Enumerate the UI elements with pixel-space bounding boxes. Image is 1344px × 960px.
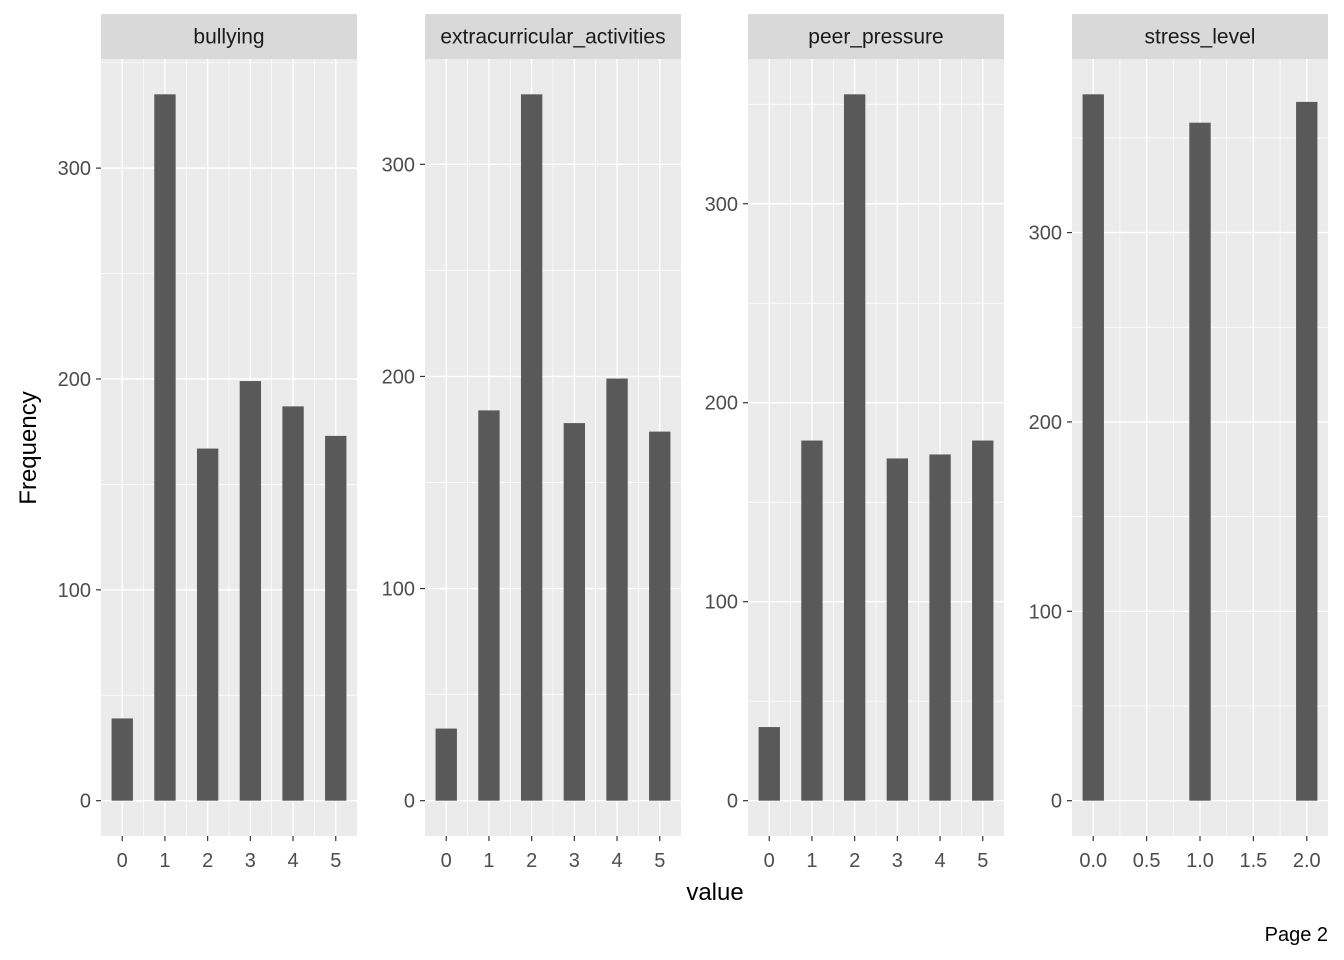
y-tick-label: 100 bbox=[1029, 601, 1062, 623]
bar-bullying-0 bbox=[111, 718, 133, 801]
x-tick-label: 1 bbox=[159, 850, 170, 872]
x-tick-label: 2 bbox=[849, 850, 860, 872]
bar-extracurricular-activities-4 bbox=[606, 378, 628, 801]
facet-strip bbox=[425, 14, 681, 59]
bar-bullying-1 bbox=[154, 94, 176, 801]
x-tick-label: 1.0 bbox=[1186, 850, 1214, 872]
bar-extracurricular-activities-1 bbox=[478, 410, 500, 801]
x-tick-label: 5 bbox=[977, 850, 988, 872]
x-tick-label: 1 bbox=[483, 850, 494, 872]
x-axis-title: value bbox=[686, 879, 743, 906]
y-tick-label: 0 bbox=[727, 791, 738, 813]
facet-strip bbox=[1072, 14, 1328, 59]
facet-title: peer_pressure bbox=[808, 26, 943, 49]
bar-extracurricular-activities-5 bbox=[649, 431, 671, 801]
x-tick-label: 1 bbox=[806, 850, 817, 872]
y-tick-label: 200 bbox=[705, 393, 738, 415]
facet-title: stress_level bbox=[1145, 26, 1256, 49]
facet-title: extracurricular_activities bbox=[440, 26, 665, 49]
bar-peer-pressure-2 bbox=[843, 94, 866, 801]
facet-title: bullying bbox=[193, 26, 264, 49]
y-tick-label: 200 bbox=[58, 369, 91, 391]
bar-bullying-3 bbox=[239, 381, 262, 801]
bar-stress-level-0 bbox=[1082, 94, 1104, 801]
x-tick-label: 2 bbox=[202, 850, 213, 872]
x-tick-label: 4 bbox=[287, 850, 298, 872]
x-tick-label: 3 bbox=[569, 850, 580, 872]
y-tick-label: 200 bbox=[382, 366, 415, 388]
x-tick-label: 0.0 bbox=[1079, 850, 1107, 872]
x-tick-label: 1.5 bbox=[1239, 850, 1267, 872]
bar-peer-pressure-1 bbox=[801, 440, 823, 801]
bar-stress-level-2 bbox=[1296, 101, 1318, 801]
bar-extracurricular-activities-2 bbox=[520, 94, 543, 801]
y-tick-label: 300 bbox=[1029, 223, 1062, 245]
y-tick-label: 300 bbox=[705, 194, 738, 216]
y-axis-title: Frequency bbox=[15, 391, 42, 504]
bar-extracurricular-activities-3 bbox=[563, 423, 586, 801]
bar-extracurricular-activities-0 bbox=[435, 728, 457, 801]
facet-stress-level: stress_level 0.0 0.5 1.0 1.5 2.0 0 100 200 300 bbox=[1029, 14, 1328, 872]
x-tick-label: 4 bbox=[611, 850, 622, 872]
x-tick-label: 5 bbox=[330, 850, 341, 872]
bar-bullying-2 bbox=[196, 448, 219, 801]
facet-strip bbox=[101, 14, 357, 59]
x-tick-label: 0 bbox=[764, 850, 775, 872]
y-tick-label: 0 bbox=[404, 791, 415, 813]
y-tick-label: 0 bbox=[1051, 791, 1062, 813]
bar-peer-pressure-0 bbox=[758, 727, 780, 801]
bar-bullying-4 bbox=[282, 406, 304, 801]
bar-peer-pressure-3 bbox=[886, 458, 909, 801]
y-tick-label: 100 bbox=[382, 579, 415, 601]
y-tick-label: 100 bbox=[705, 592, 738, 614]
bar-stress-level-1 bbox=[1189, 122, 1211, 801]
x-tick-label: 0 bbox=[441, 850, 452, 872]
x-tick-label: 4 bbox=[934, 850, 945, 872]
facet-bullying: bullying 0 1 2 3 4 5 0 100 200 300 bbox=[58, 14, 357, 872]
facet-extracurricular-activities: extracurricular_activities 0 1 2 3 4 5 0 100 200 3… bbox=[382, 14, 681, 872]
y-tick-label: 200 bbox=[1029, 412, 1062, 434]
x-tick-label: 2 bbox=[526, 850, 537, 872]
x-tick-label: 0.5 bbox=[1133, 850, 1161, 872]
facet-peer-pressure: peer_pressure 0 1 2 3 4 5 0 100 200 300 bbox=[705, 14, 1004, 872]
x-tick-label: 2.0 bbox=[1293, 850, 1321, 872]
bar-peer-pressure-4 bbox=[929, 454, 951, 801]
bar-bullying-5 bbox=[325, 435, 347, 801]
x-tick-label: 5 bbox=[654, 850, 665, 872]
x-tick-label: 0 bbox=[117, 850, 128, 872]
y-tick-label: 0 bbox=[80, 791, 91, 813]
y-tick-label: 300 bbox=[58, 158, 91, 180]
bar-peer-pressure-5 bbox=[972, 440, 994, 801]
facet-strip bbox=[748, 14, 1004, 59]
page-number: Page 2 bbox=[1265, 924, 1328, 946]
x-tick-label: 3 bbox=[892, 850, 903, 872]
y-tick-label: 300 bbox=[382, 154, 415, 176]
x-tick-label: 3 bbox=[245, 850, 256, 872]
y-tick-label: 100 bbox=[58, 580, 91, 602]
